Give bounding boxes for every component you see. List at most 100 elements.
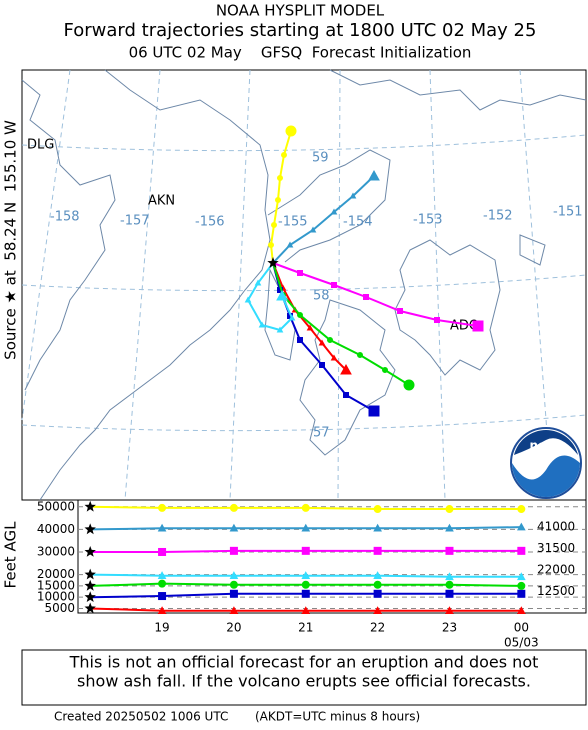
longitude-label: -156 (195, 215, 225, 230)
marker (297, 270, 303, 276)
longitude-label: -153 (413, 213, 443, 228)
marker (349, 192, 357, 199)
marker (517, 589, 526, 598)
longitude-label: -151 (553, 205, 583, 220)
place-label: DLG (27, 138, 54, 153)
longitude-label: -154 (343, 215, 373, 230)
marker (229, 589, 238, 598)
disclaimer: show ash fall. If the volcano erupts see… (77, 672, 531, 691)
marker (318, 339, 326, 346)
marker (157, 606, 167, 615)
source-star (267, 257, 279, 268)
marker (516, 572, 526, 581)
map-frame (21, 69, 587, 501)
y-tick-label: 15000 (37, 578, 75, 592)
marker (368, 405, 380, 417)
start-star (84, 602, 96, 614)
y-tick-label: 40000 (37, 522, 75, 536)
marker (158, 579, 167, 588)
marker (445, 505, 454, 514)
marker (301, 523, 311, 532)
marker (229, 546, 238, 555)
x-tick-label: 22 (370, 621, 385, 635)
marker (158, 547, 167, 556)
subtitle: Forward trajectories starting at 1800 UT… (64, 20, 537, 41)
y-tick-label: 5000 (44, 601, 75, 615)
start-star (84, 523, 96, 535)
graticule (21, 69, 587, 501)
y-tick-label: 50000 (37, 499, 75, 513)
marker (373, 606, 382, 615)
marker (301, 503, 310, 512)
y-tick-label: 20000 (37, 567, 75, 581)
marker (157, 523, 167, 532)
start-star (84, 579, 96, 591)
marker (445, 606, 454, 615)
trajectory (272, 175, 375, 264)
marker (275, 197, 281, 203)
marker (277, 175, 283, 181)
marker (373, 523, 382, 532)
marker (373, 580, 382, 589)
map: DLG AKN ADQ -158 -157 -156 -155 -154 -15… (21, 69, 587, 501)
marker (373, 589, 382, 598)
marker (229, 580, 238, 589)
marker (271, 222, 277, 228)
marker (327, 337, 333, 343)
y2-tick-label: 41000 (537, 520, 575, 534)
start-star (84, 546, 96, 557)
y-axis-label: Feet AGL (2, 521, 20, 589)
marker (229, 606, 239, 615)
start-star (84, 591, 96, 602)
marker (434, 317, 440, 323)
longitude-label: -155 (278, 215, 308, 230)
longitude-label: -158 (50, 210, 80, 225)
marker (319, 362, 325, 368)
marker (285, 125, 297, 137)
marker (445, 523, 454, 532)
marker (297, 312, 303, 318)
marker (268, 242, 274, 248)
marker (301, 606, 311, 615)
marker (368, 169, 380, 181)
x-annotation: 05/03 (504, 636, 539, 650)
created: Created 20250502 1006 UTC (54, 710, 228, 724)
marker (382, 367, 388, 373)
marker (517, 581, 526, 590)
footer-box (21, 649, 587, 706)
marker (288, 314, 296, 321)
marker (445, 580, 454, 589)
marker (403, 379, 415, 391)
y-tick-label: 30000 (37, 544, 75, 558)
latitude-label: 59 (312, 151, 329, 166)
x-tick-label: 00 (514, 621, 529, 635)
disclaimer: This is not an official forecast for an … (69, 653, 539, 672)
y-tick-label: 10000 (37, 590, 75, 604)
marker (158, 503, 167, 512)
marker (373, 546, 382, 555)
marker (330, 354, 338, 361)
marker (297, 337, 303, 343)
marker (445, 589, 454, 598)
marker (331, 282, 337, 288)
longitude-label: -157 (120, 214, 150, 229)
marker (301, 589, 310, 598)
y2-tick-label: 31500 (537, 541, 575, 555)
place-label: AKN (148, 194, 175, 209)
coastline (21, 69, 587, 501)
marker (229, 571, 239, 580)
marker (397, 308, 403, 314)
marker (229, 503, 238, 512)
y2-tick-label: 12500 (537, 584, 575, 598)
marker (340, 363, 352, 375)
y2-tick-label: 22000 (537, 563, 575, 577)
marker (276, 326, 284, 333)
marker (301, 580, 310, 589)
marker (517, 546, 526, 555)
x-tick-label: 21 (298, 621, 313, 635)
marker (301, 546, 310, 555)
start-star (84, 500, 96, 512)
marker (343, 392, 349, 398)
